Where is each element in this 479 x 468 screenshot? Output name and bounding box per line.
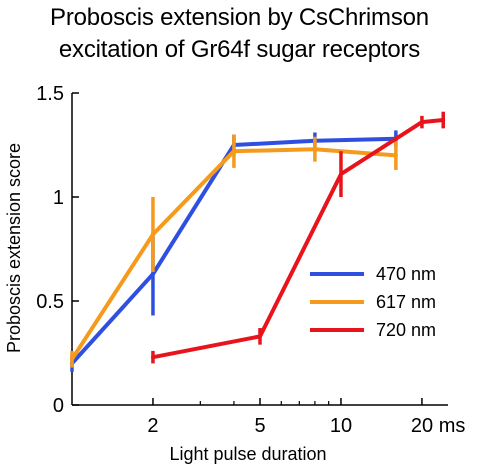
data-point [151,355,155,359]
data-point [313,147,317,151]
legend-label: 720 nm [376,320,436,340]
series-layer [70,111,446,372]
data-point [70,357,74,361]
data-point [441,118,445,122]
legend: 470 nm 617 nm 720 nm [310,264,436,340]
data-point [151,232,155,236]
axes: 0 0.5 1 1.5 2 5 10 20 ms [36,83,465,437]
data-point [151,272,155,276]
data-point [258,334,262,338]
data-point [420,120,424,124]
chart-title: Proboscis extension by CsChrimson excita… [0,2,479,66]
x-tick-label: 5 [254,415,265,437]
y-axis-label: Proboscis extension score [4,143,24,353]
x-tick-label: 20 ms [411,415,465,437]
chart-title-line-2: excitation of Gr64f sugar receptors [58,36,421,63]
x-tick-label: 2 [147,415,158,437]
y-tick-label: 1 [53,187,64,209]
y-tick-label: 1.5 [36,83,64,105]
series-line [70,147,398,362]
series-720-nm [151,111,446,364]
y-tick-label: 0 [53,395,64,417]
legend-label: 617 nm [376,292,436,312]
x-axis-label: Light pulse duration [169,444,326,464]
chart-title-line-1: Proboscis extension by CsChrimson [50,4,429,31]
data-point [394,153,398,157]
x-tick-label: 10 [330,415,352,437]
y-tick-label: 0.5 [36,291,64,313]
data-point [232,149,236,153]
data-point [339,172,343,176]
legend-label: 470 nm [376,264,436,284]
